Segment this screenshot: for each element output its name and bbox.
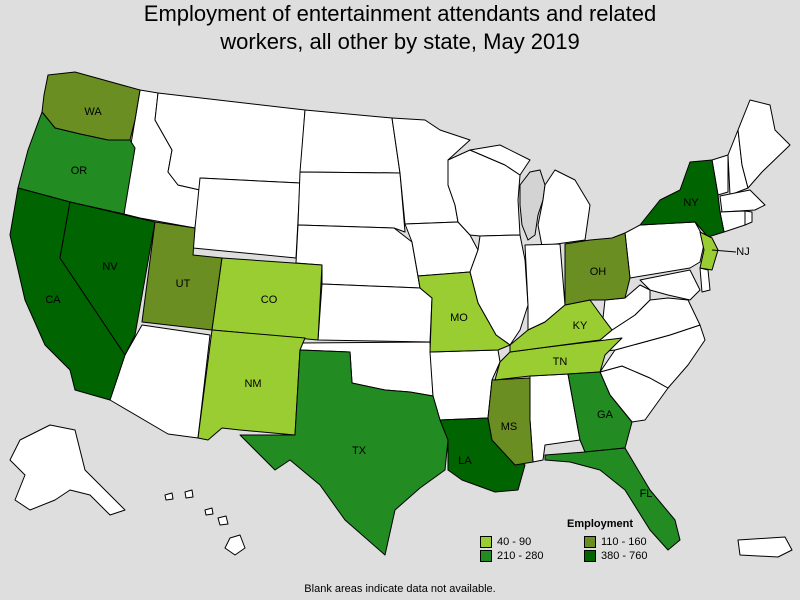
label-TN: TN	[553, 356, 568, 368]
label-MS: MS	[501, 421, 518, 433]
label-OR: OR	[71, 165, 88, 177]
legend-swatch	[480, 550, 492, 562]
legend-label: 210 - 280	[497, 550, 544, 562]
legend-item: 380 - 760	[584, 550, 694, 562]
state-ME	[737, 99, 791, 189]
title-line-2: workers, all other by state, May 2019	[220, 29, 580, 54]
state-ND	[299, 109, 401, 174]
nj-leader-line	[711, 249, 737, 253]
label-OH: OH	[590, 266, 607, 278]
label-NJ: NJ	[736, 246, 749, 258]
state-KS	[317, 283, 433, 343]
state-NV	[59, 201, 156, 356]
state-NM	[197, 329, 306, 441]
label-UT: UT	[176, 278, 191, 290]
label-MO: MO	[450, 312, 468, 324]
state-HI	[164, 489, 246, 556]
state-MT	[154, 92, 306, 191]
label-CO: CO	[261, 294, 278, 306]
legend-swatch	[480, 536, 492, 548]
state-OH	[564, 232, 631, 306]
state-DE	[699, 267, 711, 293]
state-CO	[211, 257, 323, 341]
footnote: Blank areas indicate data not available.	[304, 583, 496, 595]
nodata-states	[9, 89, 793, 558]
label-LA: LA	[458, 455, 472, 467]
state-NY	[639, 159, 725, 238]
state-FL	[544, 447, 681, 551]
data-states	[9, 71, 725, 556]
title-line-1: Employment of entertainment attendants a…	[143, 1, 657, 26]
state-MS	[487, 377, 534, 466]
state-RI	[744, 210, 753, 226]
legend-label: 110 - 160	[601, 536, 647, 548]
state-TX	[239, 349, 449, 556]
label-WA: WA	[84, 106, 102, 118]
state-MO	[417, 271, 511, 353]
legend-swatch	[584, 536, 596, 548]
label-FL: FL	[640, 488, 653, 500]
state-NJ	[699, 231, 719, 271]
state-SD	[297, 171, 406, 233]
state-KY	[509, 299, 613, 353]
state-MD	[639, 269, 701, 301]
label-KY: KY	[573, 320, 588, 332]
legend-label: 380 - 760	[601, 550, 648, 562]
state-OR	[17, 111, 136, 215]
legend-item: 210 - 280	[480, 550, 584, 562]
state-PA	[624, 221, 706, 279]
label-NV: NV	[102, 261, 118, 273]
state-MI	[469, 144, 591, 247]
legend-item: 40 - 90	[480, 536, 584, 548]
lake-michigan	[519, 169, 546, 241]
state-AK	[9, 424, 126, 516]
label-GA: GA	[597, 409, 614, 421]
legend-item: 110 - 160	[584, 536, 694, 548]
state-GA	[567, 371, 633, 453]
label-NY: NY	[683, 197, 699, 209]
legend-label: 40 - 90	[497, 536, 532, 548]
label-NM: NM	[244, 378, 261, 390]
legend-title: Employment	[566, 518, 633, 530]
state-labels: WA OR CA NV UT CO NM TX MO LA MS TN KY O…	[45, 106, 749, 500]
label-TX: TX	[352, 445, 367, 457]
state-WY	[192, 177, 301, 259]
territory-PR	[737, 536, 793, 558]
label-CA: CA	[45, 294, 61, 306]
legend: Employment 40 - 90 110 - 160 210 - 280 3…	[480, 518, 720, 562]
map-title: Employment of entertainment attendants a…	[0, 0, 800, 56]
legend-swatch	[584, 550, 596, 562]
state-MA	[719, 189, 766, 213]
